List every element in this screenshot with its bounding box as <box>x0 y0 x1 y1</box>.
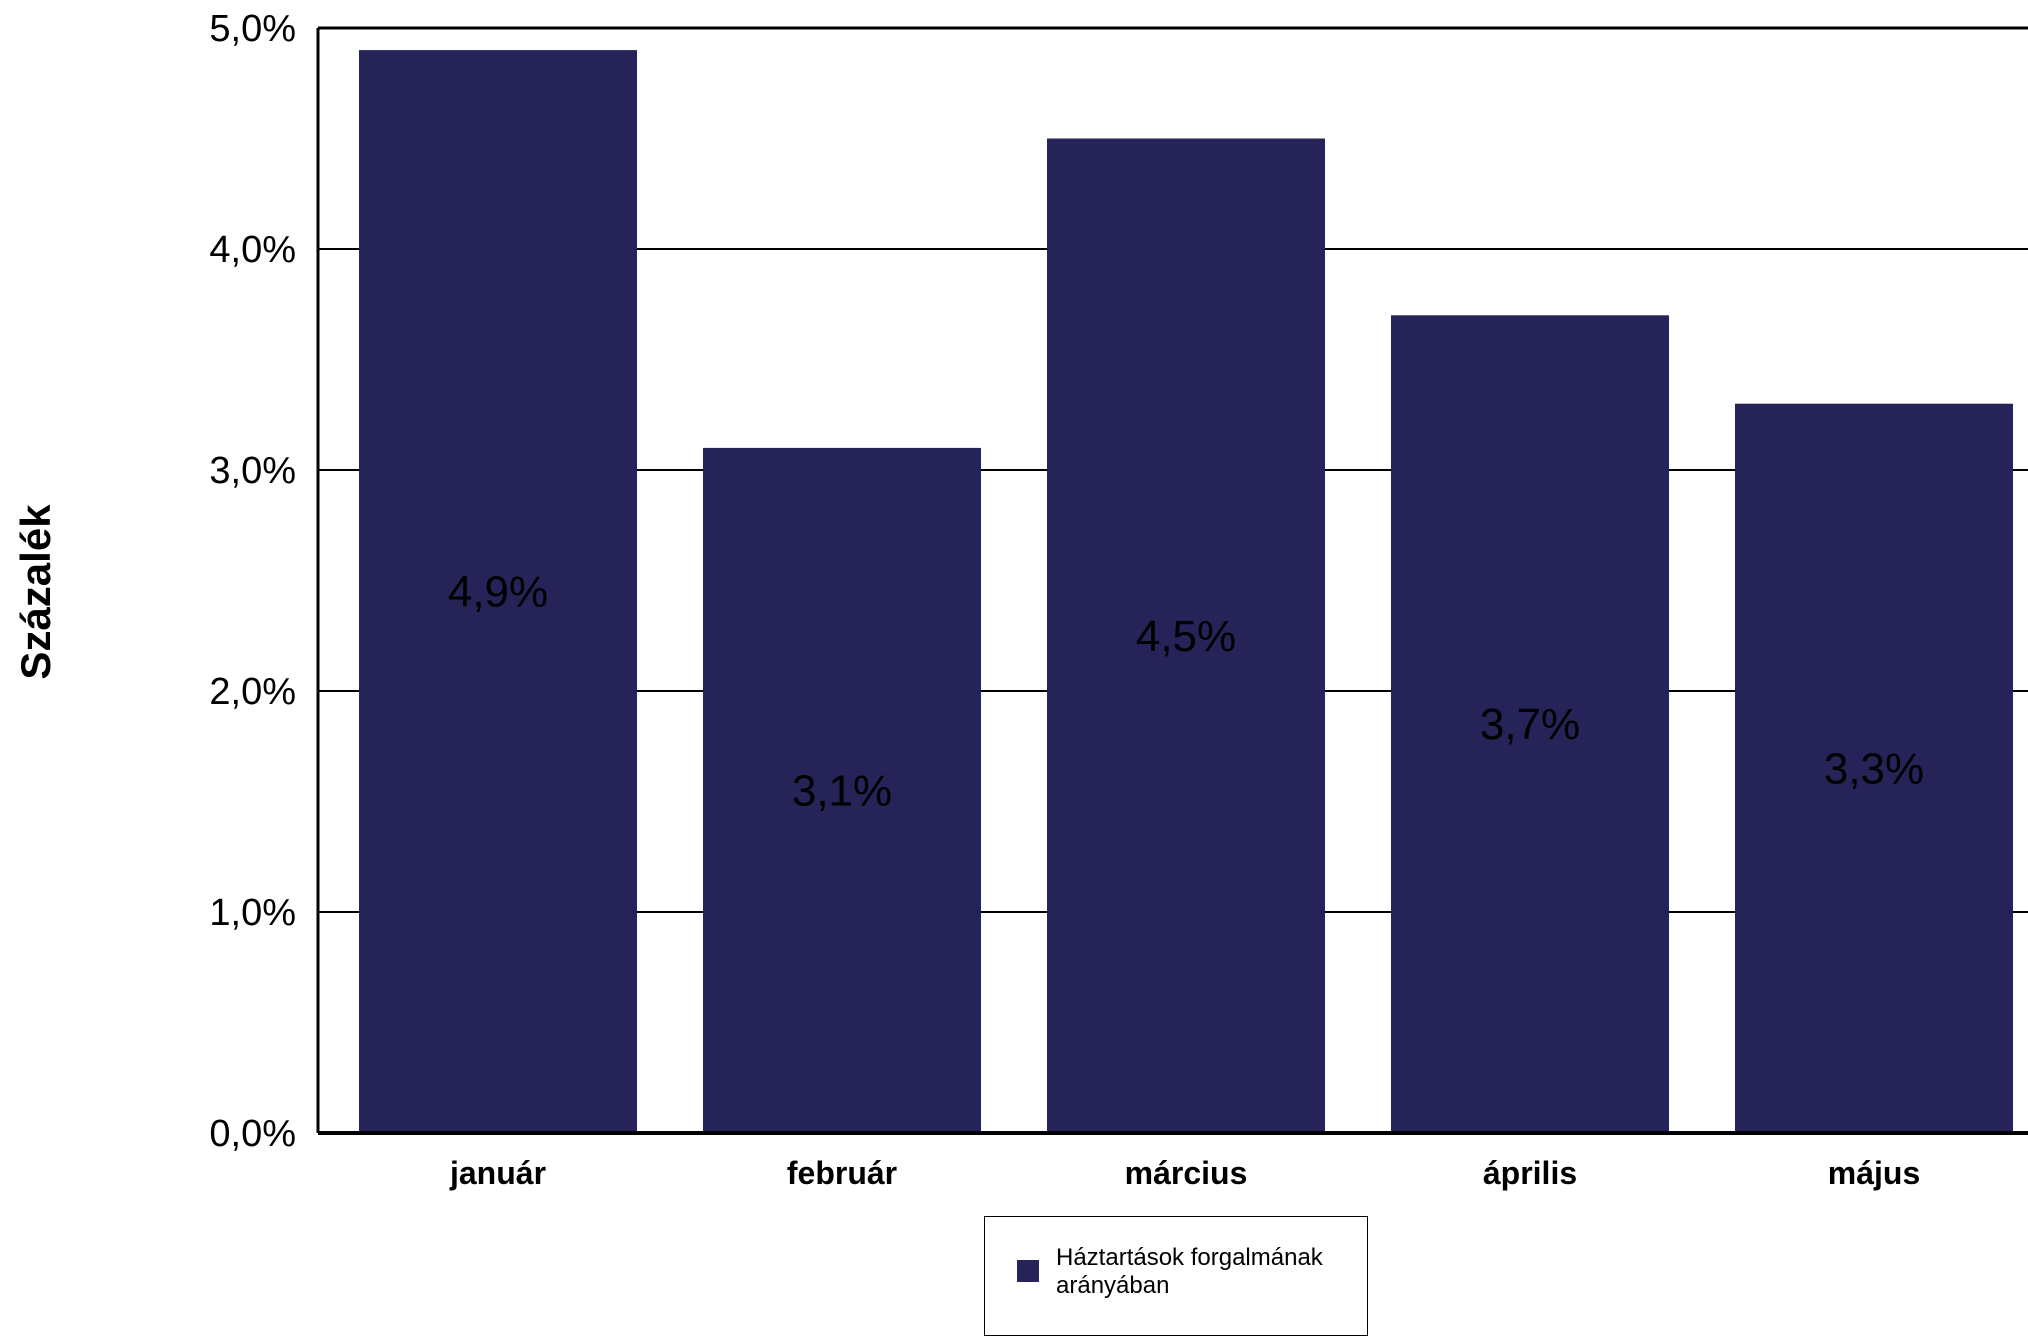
data-label: 4,9% <box>448 568 548 617</box>
labels: 0,0% 1,0% 2,0% 3,0% 4,0% 5,0% 4,9% január 3,1% fe… <box>209 8 1924 1191</box>
bars <box>359 50 2013 1134</box>
bar <box>1735 403 2013 1133</box>
y-tick-label: 5,0% <box>209 8 296 50</box>
y-tick-label: 1,0% <box>209 892 296 934</box>
data-label: 4,5% <box>1136 612 1236 661</box>
y-tick-label: 2,0% <box>209 671 296 713</box>
legend: Háztartások forgalmának arányában <box>984 1216 1368 1336</box>
bar <box>703 447 981 1133</box>
y-tick-label: 3,0% <box>209 450 296 492</box>
x-tick-label: február <box>787 1155 897 1191</box>
data-label: 3,7% <box>1480 700 1580 749</box>
legend-label: Háztartások forgalmának arányában <box>1056 1244 1323 1299</box>
bar <box>359 50 637 1134</box>
x-tick-label: május <box>1828 1155 1920 1191</box>
y-tick-label: 4,0% <box>209 229 296 271</box>
y-axis-title: Százalék <box>12 504 59 680</box>
bar <box>1047 138 1325 1133</box>
bar <box>1391 315 1669 1133</box>
x-tick-label: április <box>1483 1155 1577 1191</box>
x-tick-label: január <box>449 1155 546 1191</box>
data-label: 3,1% <box>792 766 892 815</box>
data-label: 3,3% <box>1824 744 1924 793</box>
y-tick-label: 0,0% <box>209 1113 296 1155</box>
axes <box>316 26 2028 1135</box>
x-tick-label: március <box>1125 1155 1248 1191</box>
legend-swatch <box>1017 1260 1039 1282</box>
